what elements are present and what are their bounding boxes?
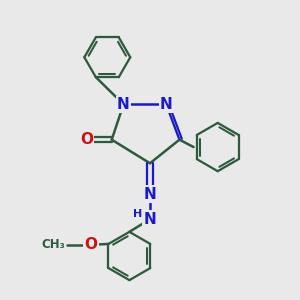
Text: CH₃: CH₃: [42, 238, 65, 251]
Text: N: N: [160, 97, 172, 112]
Text: N: N: [144, 212, 156, 227]
Text: O: O: [80, 132, 93, 147]
Text: N: N: [144, 187, 156, 202]
Text: N: N: [117, 97, 130, 112]
Text: H: H: [133, 209, 142, 219]
Text: O: O: [85, 237, 98, 252]
